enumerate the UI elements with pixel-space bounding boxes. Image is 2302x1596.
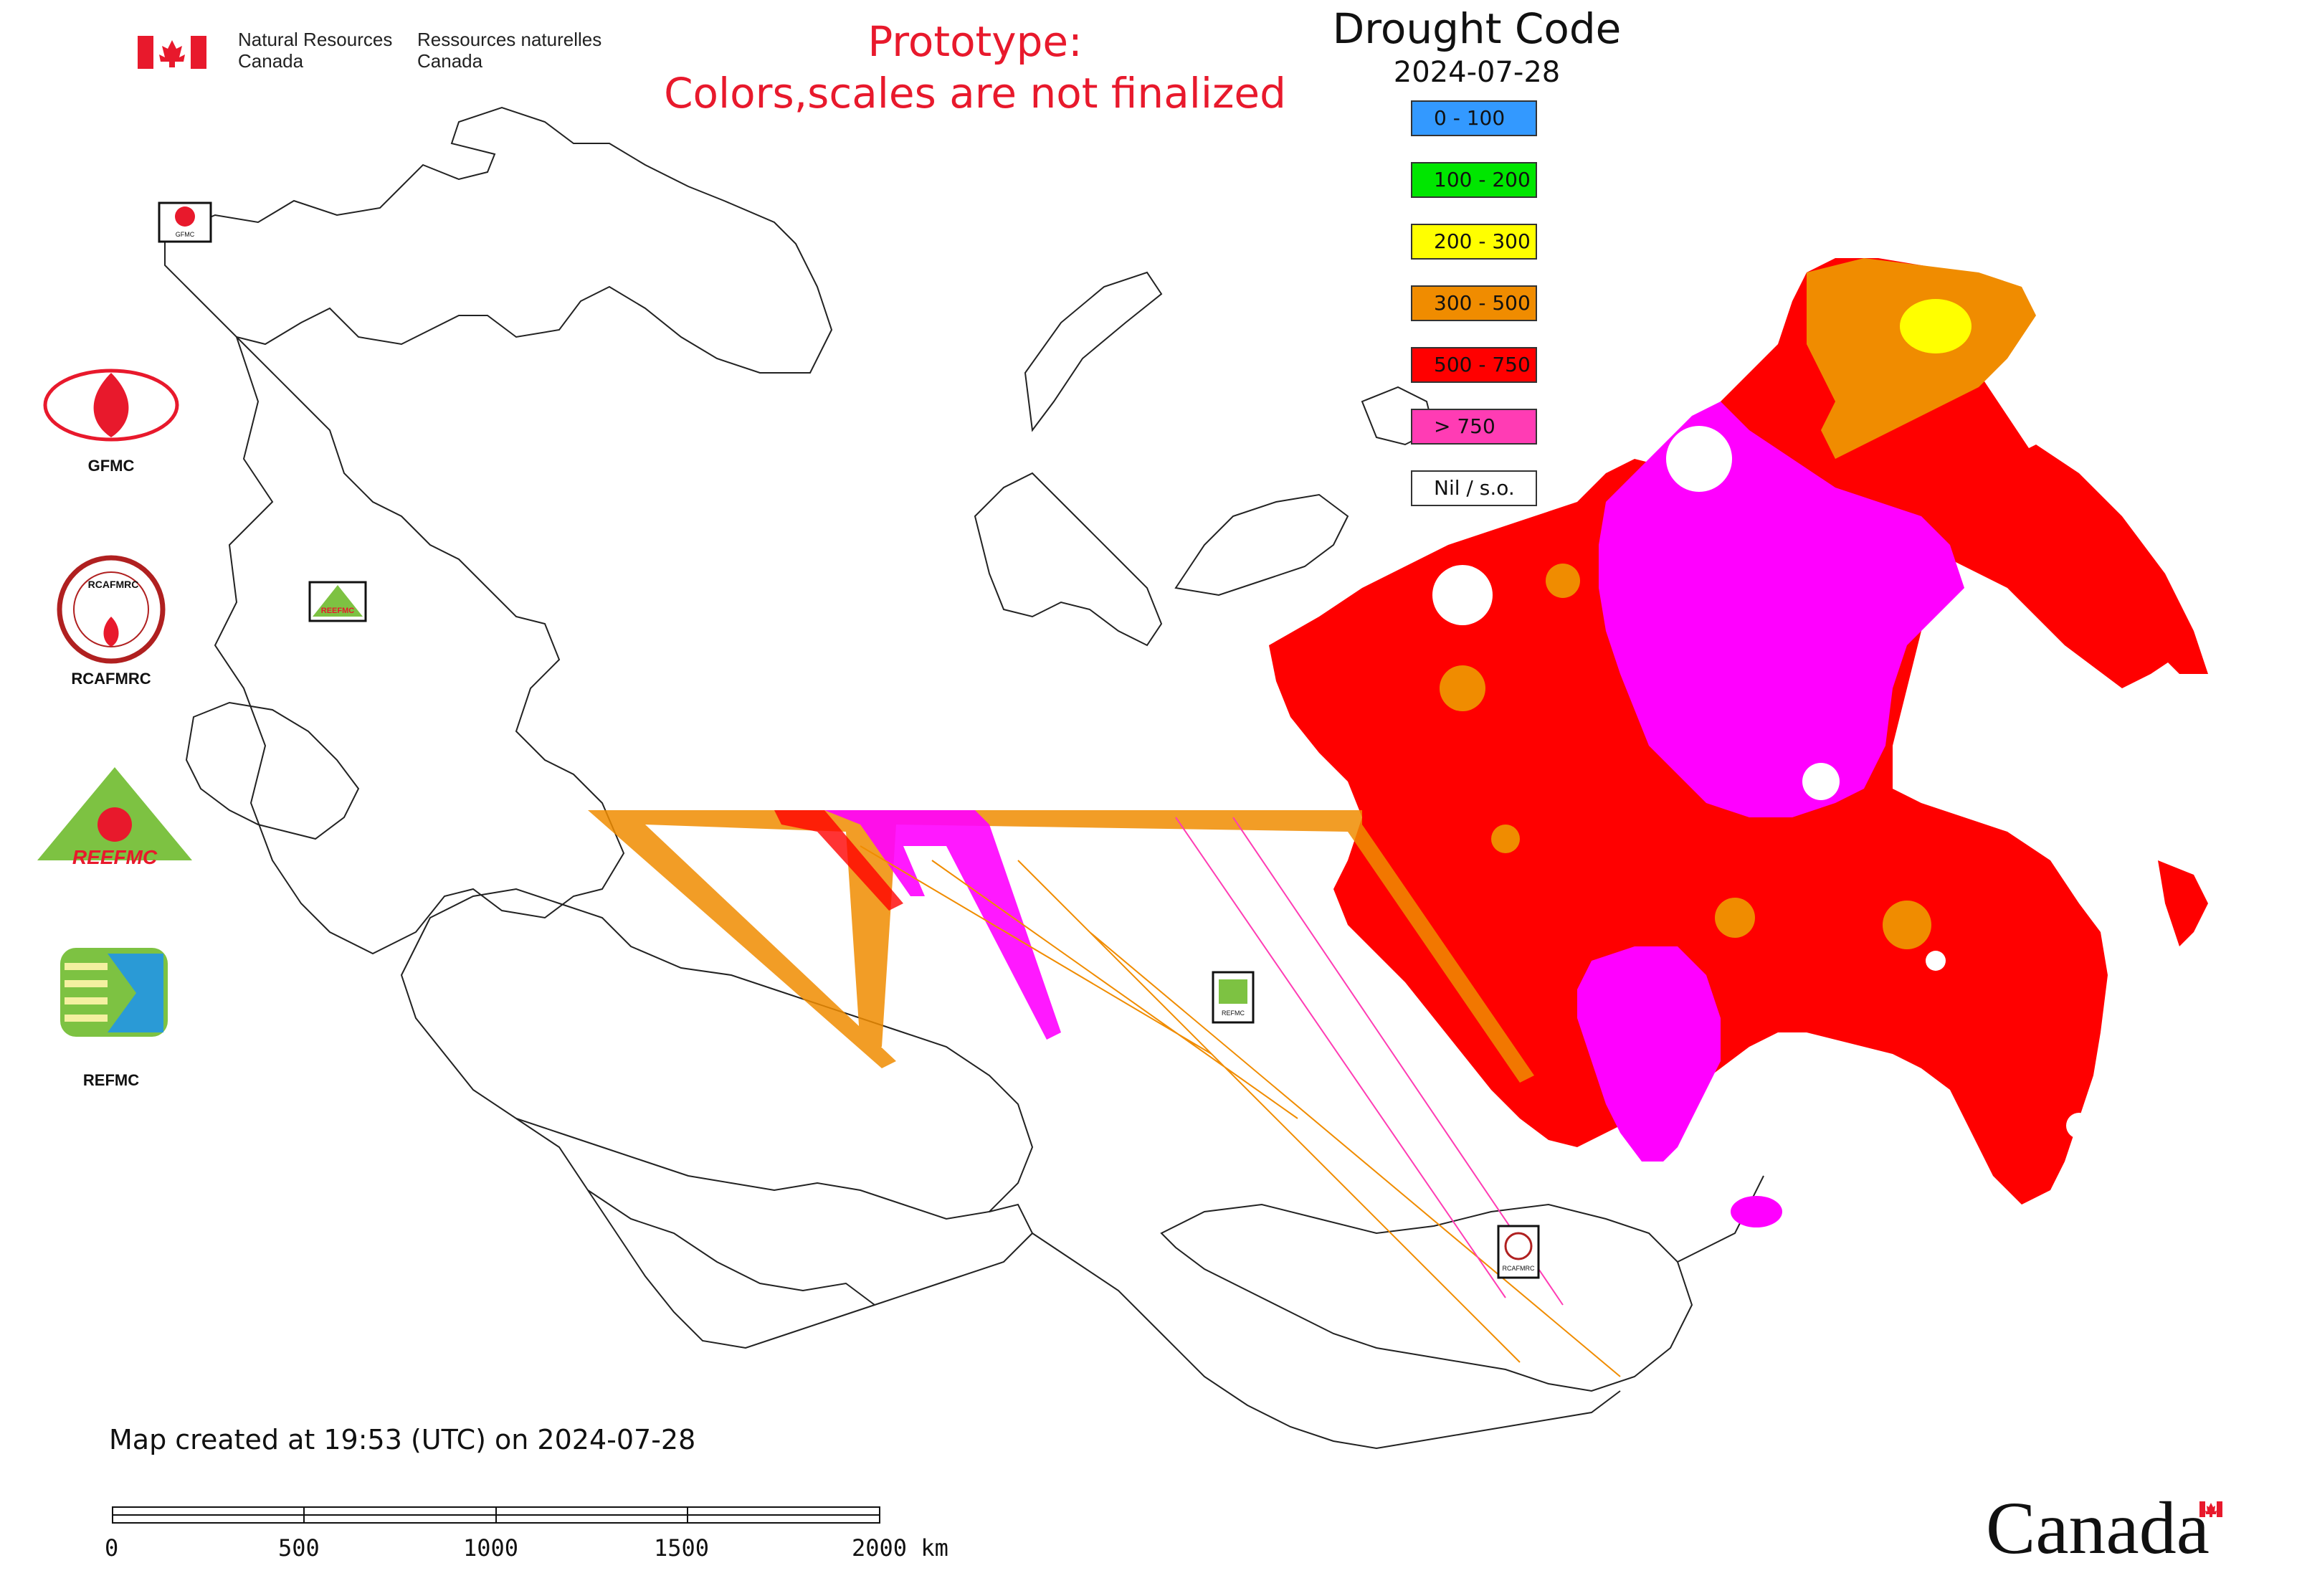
- nil-void-3: [1802, 763, 1840, 800]
- land-outline-east-asia: [1677, 1175, 1764, 1263]
- nil-void-2: [1666, 426, 1732, 492]
- department-name-en-line2: Canada: [238, 50, 304, 72]
- land-outline-yamal: [974, 472, 1163, 647]
- rcafmrc-small-badge-label: RCAFMRC: [1502, 1265, 1535, 1272]
- map-date: 2024-07-28: [1393, 56, 1561, 89]
- scale-tick-1500: 1500: [654, 1534, 710, 1562]
- canada-wordmark-flag-right: [2217, 1501, 2222, 1517]
- refmc-stripes: [65, 963, 108, 1022]
- rcafmrc-badge-text: RCAFMRC: [87, 579, 139, 590]
- prototype-notice: Prototype: Colors,scales are not finaliz…: [617, 16, 1333, 119]
- rcafmrc-logo-icon: [57, 555, 166, 664]
- department-name-fr: Ressources naturelles Canada: [417, 29, 601, 72]
- legend-item-0-100: 0 - 100: [1411, 100, 1537, 136]
- area-300-500-spot-2: [1546, 564, 1580, 598]
- legend-item-100-200: 100 - 200: [1411, 162, 1537, 198]
- canada-wordmark: Canada: [1986, 1487, 2210, 1569]
- canada-wordmark-maple-icon: [2205, 1503, 2217, 1517]
- nrc-maple-leaf-icon: [159, 40, 185, 67]
- area-300-500-chukotka: [1807, 258, 2036, 459]
- land-outline-turkmenistan: [587, 1189, 875, 1306]
- area-300-500-spot-1: [1440, 665, 1485, 711]
- scale-tick-0: 0: [105, 1534, 119, 1562]
- nrc-flag-left: [138, 36, 153, 69]
- rcafmrc-small-badge: [1497, 1225, 1540, 1279]
- nil-void-4: [1926, 951, 1946, 971]
- scale-tick-2000-km: 2000 km: [852, 1534, 948, 1562]
- area-gt-750-south: [1577, 946, 1721, 1162]
- rcafmrc-label: RCAFMRC: [71, 670, 151, 688]
- map-created-note: Map created at 19:53 (UTC) on 2024-07-28: [109, 1424, 696, 1455]
- land-outline-taymyr: [1174, 493, 1349, 597]
- nrc-flag-right: [191, 36, 206, 69]
- area-500-750-kamchatka: [2007, 445, 2208, 674]
- department-name-fr-line1: Ressources naturelles: [417, 29, 602, 50]
- scale-tick-500: 500: [278, 1534, 320, 1562]
- area-gt-750-north: [1599, 402, 1964, 817]
- refmc-small-badge-icon: [1219, 979, 1247, 1004]
- land-outline-china-border: [1032, 1232, 1621, 1450]
- streak-line-1: [860, 845, 1621, 1377]
- reefmc-small-badge-icon: [313, 585, 363, 617]
- legend-item-nil: Nil / s.o.: [1411, 470, 1537, 506]
- reefmc-flame-icon: [97, 807, 132, 842]
- reefmc-small-badge-label: REEFMC: [320, 607, 355, 615]
- streak-band-orange: [588, 810, 1534, 1083]
- department-name-en-line1: Natural Resources: [238, 29, 393, 50]
- area-300-500-spot-5: [1883, 901, 1931, 949]
- land-outline-central-asia: [515, 1118, 1034, 1349]
- nil-void-5: [2066, 1113, 2092, 1139]
- gfmc-small-badge-icon: [175, 206, 195, 227]
- department-name-en: Natural Resources Canada: [238, 29, 392, 72]
- area-500-750-sakhalin: [2158, 860, 2208, 946]
- map-title: Drought Code: [1332, 4, 1622, 53]
- streak-band-magenta: [824, 810, 1061, 1040]
- refmc-sigma-icon: [108, 954, 163, 1032]
- land-outline-ukraine: [185, 701, 360, 840]
- gfmc-logo-icon: [43, 369, 179, 442]
- streak-line-2: [1175, 817, 1564, 1306]
- land-outline-kazakhstan: [400, 888, 1034, 1220]
- legend-item-gt-750: > 750: [1411, 409, 1537, 445]
- canada-wordmark-flag-left: [2199, 1501, 2205, 1517]
- area-200-300-chukotka: [1900, 299, 1972, 353]
- refmc-label: REFMC: [82, 1071, 140, 1089]
- prototype-notice-line1: Prototype:: [867, 17, 1083, 66]
- gfmc-small-badge-label: GFMC: [175, 231, 195, 238]
- gfmc-label: GFMC: [87, 457, 135, 475]
- prototype-notice-line2: Colors,scales are not finalized: [664, 69, 1286, 118]
- area-gt-750-islet: [1731, 1196, 1782, 1227]
- refmc-small-badge-label: REFMC: [1222, 1010, 1245, 1017]
- area-300-500-spot-4: [1715, 898, 1755, 938]
- legend-item-200-300: 200 - 300: [1411, 224, 1537, 260]
- rcafmrc-small-badge-icon: [1504, 1232, 1533, 1260]
- legend-item-300-500: 300 - 500: [1411, 285, 1537, 321]
- land-outline-mongolia: [1160, 1203, 1693, 1392]
- streak-band-red: [774, 810, 903, 911]
- nil-void-1: [1432, 565, 1493, 625]
- scale-tick-1000: 1000: [463, 1534, 519, 1562]
- land-outline-novaya-zemlya: [1024, 271, 1163, 432]
- rcafmrc-flame-icon: [103, 617, 119, 647]
- legend-item-500-750: 500 - 750: [1411, 347, 1537, 383]
- land-outline-western-russia: [214, 336, 625, 955]
- area-300-500-spot-3: [1491, 825, 1520, 853]
- reefmc-wordmark: REEFMC: [72, 846, 158, 868]
- gfmc-flame-icon: [93, 373, 129, 437]
- department-name-fr-line2: Canada: [417, 50, 483, 72]
- land-outline-north-europe: [164, 106, 833, 374]
